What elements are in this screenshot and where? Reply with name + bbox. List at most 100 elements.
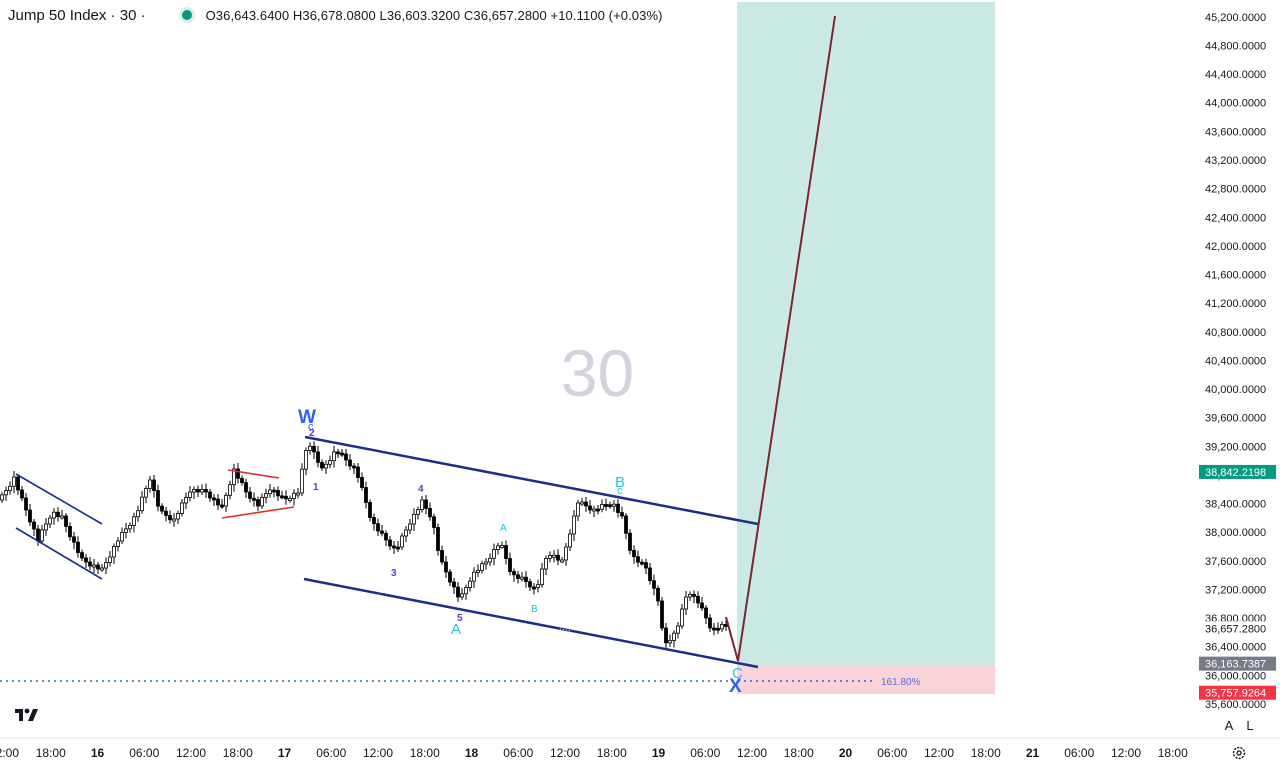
candle-body [0, 494, 4, 501]
price-marker-badge [1199, 685, 1276, 700]
stop-loss-zone[interactable] [737, 665, 995, 694]
auto-scale-button[interactable]: A [1224, 718, 1234, 733]
tradingview-logo-icon[interactable] [14, 706, 40, 724]
candle-body [372, 517, 376, 525]
candle-body [536, 584, 540, 588]
candle-body [572, 515, 576, 535]
time-tick-label: 20 [839, 746, 853, 760]
candle-body [124, 528, 128, 533]
price-tick-label: 44,400.0000 [1205, 69, 1266, 81]
candle-body [128, 524, 132, 530]
candle-body [232, 468, 236, 486]
candle-body [16, 476, 20, 491]
candle-body [504, 545, 508, 559]
candle-body [464, 587, 468, 595]
symbol-title[interactable]: Jump 50 Index · 30 · [8, 6, 146, 24]
price-tick-label: 42,400.0000 [1205, 212, 1266, 224]
price-tick-label: 40,400.0000 [1205, 355, 1266, 367]
fib-161-label: 161.80% [881, 677, 921, 688]
candle-body [340, 452, 344, 456]
candle-body [432, 516, 436, 528]
candle-body [292, 492, 296, 499]
candle-body [324, 463, 328, 469]
candle-body [628, 532, 632, 551]
candle-body [404, 529, 408, 537]
candle-body [348, 459, 352, 467]
candle-body [356, 466, 360, 478]
candle-body [88, 561, 92, 567]
candle-body [484, 561, 488, 565]
time-tick-label: 06:00 [877, 746, 907, 760]
candle-body [444, 561, 448, 573]
time-tick-label: 12:00 [550, 746, 580, 760]
candle-body [704, 607, 708, 619]
candle-body [308, 445, 312, 451]
candle-body [420, 499, 424, 511]
price-tick-label: 37,600.0000 [1205, 556, 1266, 568]
candle-body [32, 521, 36, 530]
candle-body [600, 504, 604, 510]
candle-body [424, 499, 428, 509]
candle-body [96, 564, 100, 570]
candle-body [412, 513, 416, 525]
candle-body [304, 449, 308, 470]
candle-body [380, 530, 384, 534]
candle-body [708, 617, 712, 629]
candle-body [580, 501, 584, 505]
price-tick-label: 42,800.0000 [1205, 184, 1266, 196]
candle-body [524, 576, 528, 583]
candle-body [112, 546, 116, 558]
target-profit-zone[interactable] [737, 2, 995, 665]
candle-body [656, 587, 660, 602]
channel-upper-line[interactable] [304, 435, 759, 526]
projection-path[interactable] [725, 15, 836, 662]
candle-body [644, 562, 648, 569]
candle-body [228, 484, 232, 496]
price-tick-label: 44,800.0000 [1205, 40, 1266, 52]
candle-body [548, 555, 552, 559]
wave-label-a-small: A [500, 523, 507, 534]
candle-body [632, 550, 636, 558]
candle-body [212, 497, 216, 501]
symbol-legend[interactable]: Jump 50 Index · 30 · O36,643.6400 H36,67… [8, 6, 663, 24]
triangle-upper-line[interactable] [227, 469, 280, 479]
candle-body [436, 527, 440, 551]
candle-body [724, 624, 728, 627]
log-scale-button[interactable]: L [1246, 718, 1254, 733]
candle-body [712, 627, 716, 631]
candle-body [360, 477, 364, 488]
candle-body [120, 532, 124, 542]
ohlc-values: O36,643.6400 H36,678.0800 L36,603.3200 C… [205, 7, 663, 23]
candle-body [216, 498, 220, 506]
candlestick-series [0, 441, 728, 649]
price-marker-label: 36,657.2800 [1205, 623, 1266, 635]
time-tick-label: 12:00 [924, 746, 954, 760]
wave-label-1: 1 [313, 482, 319, 493]
left-channel-upper[interactable] [15, 473, 103, 525]
channel-lower-line[interactable] [303, 577, 759, 669]
candle-body [260, 496, 264, 507]
candle-body [568, 533, 572, 548]
price-axis[interactable]: 45,200.0000 44,800.0000 44,400.0000 44,000.… [1199, 0, 1276, 711]
candle-body [264, 493, 268, 498]
time-tick-label: 12:00 [1111, 746, 1141, 760]
candle-body [116, 540, 120, 547]
candle-body [236, 468, 240, 479]
triangle-lower-line[interactable] [221, 506, 295, 519]
time-tick-label: 17 [278, 746, 292, 760]
candle-body [44, 523, 48, 531]
candle-body [400, 535, 404, 548]
time-tick-label: 18:00 [36, 746, 66, 760]
candle-body [208, 491, 212, 499]
time-tick-label: 12:00 [0, 746, 19, 760]
candle-body [668, 640, 672, 644]
candle-body [564, 546, 568, 561]
candle-body [476, 570, 480, 573]
left-channel-lower[interactable] [15, 527, 103, 580]
candle-body [540, 568, 544, 586]
time-axis[interactable]: 12:00 18:00 16 06:00 12:00 18:00 17 06:00 12:00 1… [0, 737, 1280, 760]
settings-gear-icon[interactable] [1231, 745, 1247, 761]
candle-body [428, 507, 432, 518]
price-tick-label: 38,000.0000 [1205, 527, 1266, 539]
